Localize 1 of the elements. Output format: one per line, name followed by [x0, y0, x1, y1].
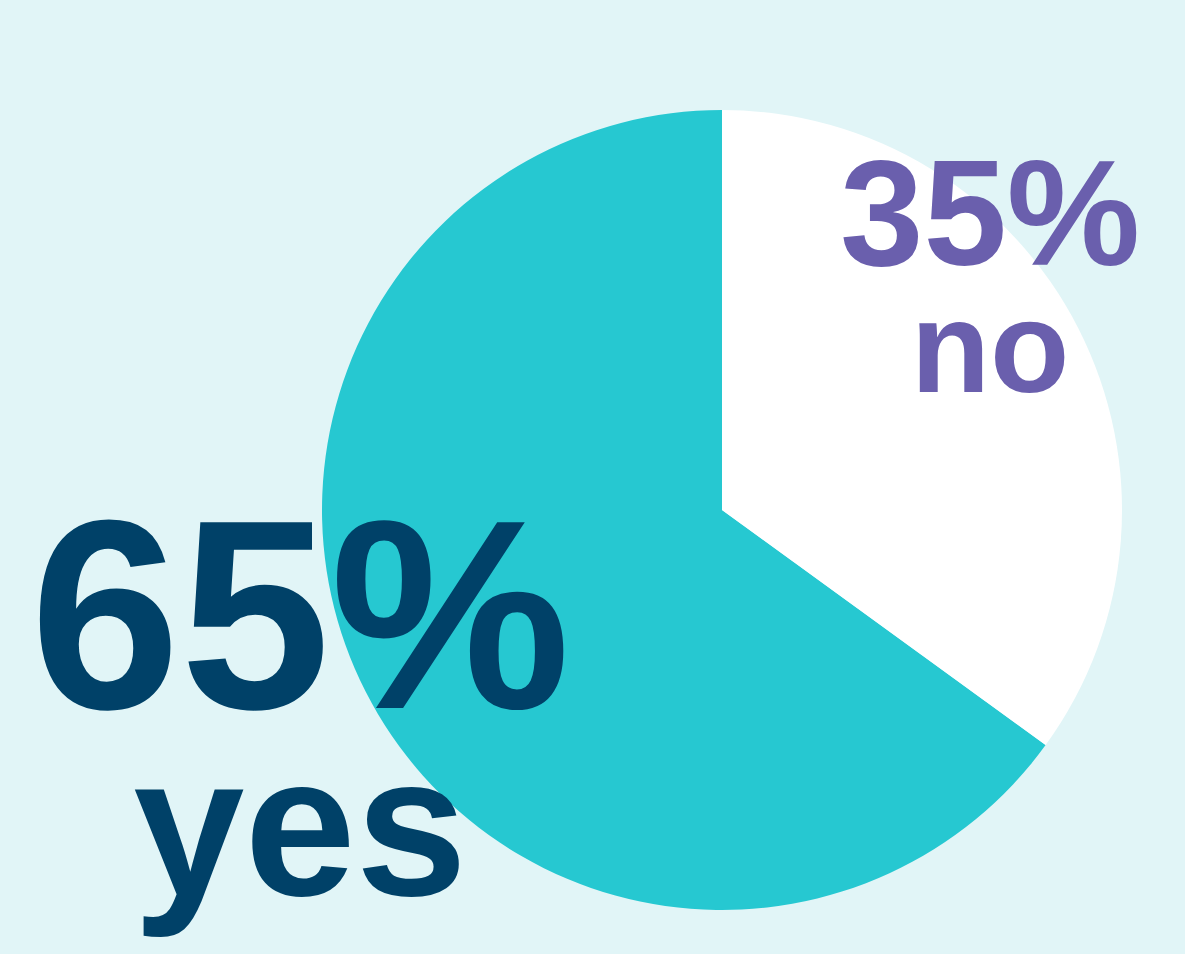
- slice-label: yes: [133, 714, 468, 937]
